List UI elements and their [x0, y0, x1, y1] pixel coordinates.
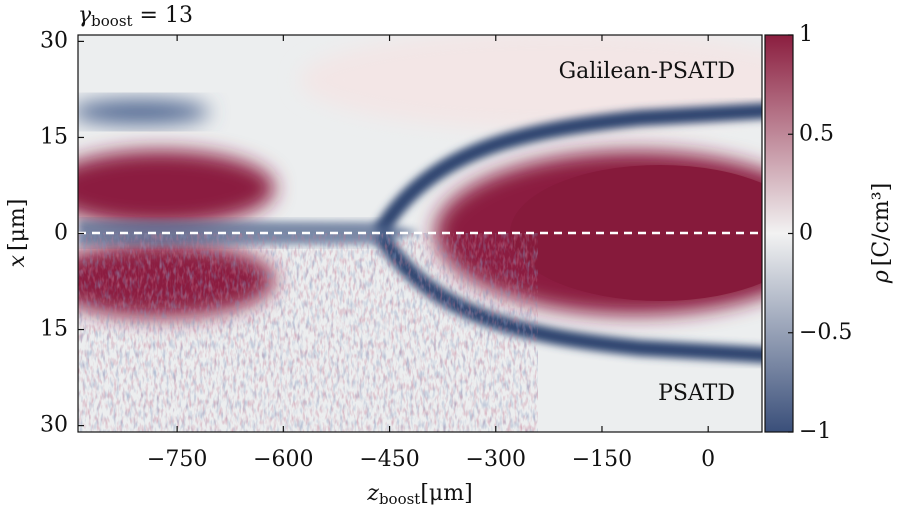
colorbar-tick-label: 0.5 — [799, 121, 834, 146]
x-tick-label: −300 — [466, 447, 526, 472]
colorbar-tick-label: −0.5 — [799, 320, 852, 345]
y-tick-label: 30 — [40, 28, 68, 53]
y-tick-label: 15 — [40, 317, 68, 342]
x-tick-label: 0 — [701, 447, 715, 472]
y-tick-label: 15 — [40, 124, 68, 149]
colorbar-tick-label: 1 — [799, 22, 813, 47]
annotation: PSATD — [658, 381, 735, 406]
y-axis-label: x[μm] — [5, 199, 30, 268]
chart-title: γboost = 13 — [78, 3, 193, 30]
x-axis-label: zboost[μm] — [366, 481, 472, 508]
field — [78, 35, 762, 432]
annotation: Galilean-PSATD — [559, 59, 735, 84]
y-tick-label: 30 — [40, 413, 68, 438]
x-tick-label: −150 — [572, 447, 632, 472]
x-tick-label: −450 — [359, 447, 419, 472]
x-tick-label: −600 — [253, 447, 313, 472]
colorbar-label: ρ[C/cm³] — [869, 183, 894, 284]
colorbar-tick-label: −1 — [799, 419, 831, 444]
colorbar: 1 0.5 0 −0.5 −1 — [764, 22, 852, 444]
x-tick-label: −750 — [147, 447, 207, 472]
colorbar-tick-label: 0 — [799, 221, 813, 246]
y-tick-label: 0 — [54, 221, 68, 246]
